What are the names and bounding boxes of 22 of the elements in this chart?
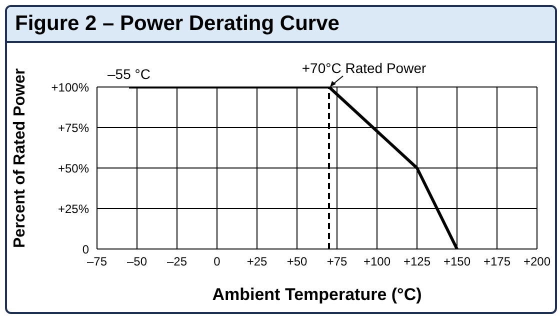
x-tick-label: +25	[246, 254, 268, 269]
y-tick-label: +25%	[58, 202, 90, 216]
y-tick-label: +50%	[58, 161, 90, 176]
x-tick-label: –25	[166, 254, 188, 269]
annotation: +70°C Rated Power	[302, 60, 426, 76]
x-axis-title: Ambient Temperature (°C)	[212, 285, 422, 304]
x-tick-label: –50	[126, 254, 148, 269]
x-tick-label: +75	[326, 254, 348, 269]
y-tick-label: +100%	[51, 80, 90, 94]
chart-title: Figure 2 – Power Derating Curve	[7, 7, 555, 43]
x-tick-label: +175	[483, 254, 511, 269]
x-tick-label: +125	[403, 254, 431, 269]
x-tick-label: 0	[214, 254, 221, 269]
x-tick-label: +200	[523, 254, 551, 269]
x-tick-label: +50	[286, 254, 308, 269]
y-tick-label: +75%	[58, 120, 90, 135]
x-tick-label: +100	[363, 254, 391, 269]
annotation: –55 °C	[108, 66, 150, 82]
y-axis-title: Percent of Rated Power	[12, 68, 29, 248]
y-tick-label: 0	[82, 242, 90, 256]
x-tick-label: –75	[86, 254, 108, 269]
x-tick-label: +150	[443, 254, 471, 269]
